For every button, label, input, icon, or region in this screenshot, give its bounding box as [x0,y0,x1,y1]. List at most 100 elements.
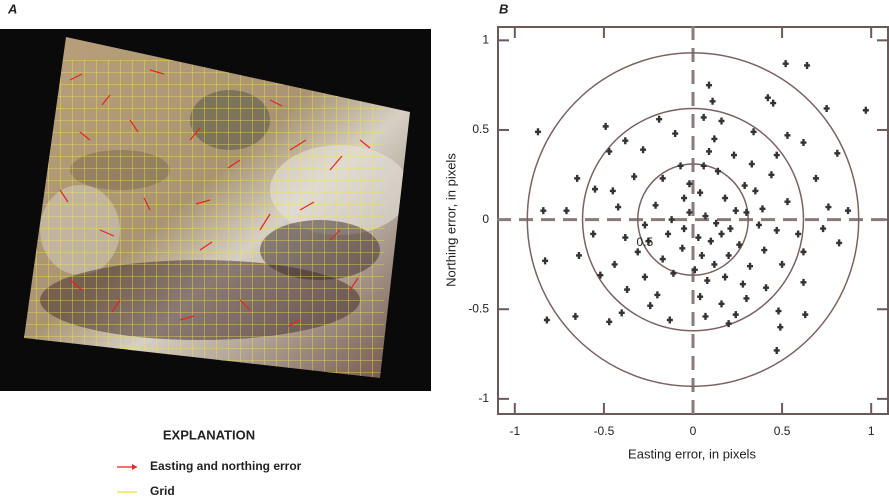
point [800,139,807,147]
point [718,300,725,308]
point [845,207,852,215]
y-tick-label: -1 [478,391,489,405]
point [672,130,679,138]
point [640,146,647,154]
point [540,207,547,215]
point [764,94,771,102]
x-tick-label: -1 [509,424,520,438]
legend-label: Easting and northing error [150,459,302,473]
point [804,61,811,69]
point [711,260,718,268]
point [702,212,709,220]
y-tick-label: 1 [482,33,489,47]
point [606,147,613,155]
point [747,262,754,270]
point [812,174,819,182]
point [691,266,698,274]
point [679,244,686,252]
point [652,201,659,209]
panel-label: A [7,1,17,16]
point [670,269,677,277]
point [641,273,648,281]
point [782,60,789,68]
point [741,182,748,190]
point [730,151,737,159]
point [743,208,750,216]
point [800,248,807,256]
point [615,203,622,211]
point [606,318,613,326]
panel-label: B [499,1,508,16]
error-circle [581,107,805,332]
point [681,225,688,233]
y-tick-label: 0.5 [472,122,489,136]
x-tick-label: -0.5 [594,424,615,438]
point [755,221,762,229]
point [686,208,693,216]
point [666,316,673,324]
error-circle [526,52,860,388]
point [590,230,597,238]
point [647,302,654,310]
point [773,226,780,234]
point [727,225,734,233]
point [739,280,746,288]
point [702,312,709,320]
point [543,316,550,324]
point [773,346,780,354]
point [722,273,729,281]
point [622,137,629,145]
point [602,122,609,130]
point [768,171,775,179]
legend-label: Grid [150,484,175,498]
point [862,106,869,114]
point [695,234,702,242]
point [711,135,718,143]
point [709,97,716,105]
point [836,239,843,247]
point [706,81,713,89]
legend-title: EXPLANATION [163,427,255,442]
satellite-image [0,29,431,391]
point [572,312,579,320]
point [668,216,675,224]
point [700,113,707,121]
point [697,293,704,301]
point [761,246,768,254]
point [752,187,759,195]
annotation: 0.5 [637,235,654,249]
error-circle [637,163,749,276]
point [704,277,711,285]
y-axis-title: Northing error, in pixels [443,153,458,287]
point [795,230,802,238]
point [665,230,672,238]
point [706,147,713,155]
point [763,284,770,292]
point [784,198,791,206]
y-tick-label: 0 [482,212,489,226]
x-tick-label: 0.5 [774,424,791,438]
point [743,294,750,302]
point [698,251,705,259]
point [659,174,666,182]
point [542,257,549,265]
point [802,311,809,319]
point [718,117,725,125]
point [825,203,832,211]
point [713,219,720,227]
point [725,251,732,259]
y-tick-label: -0.5 [468,301,489,315]
point [722,194,729,202]
point [697,189,704,197]
point [677,162,684,170]
point [624,286,631,294]
point [534,128,541,136]
point [563,207,570,215]
point [736,241,743,249]
point [654,291,661,299]
legend-arrowhead [132,464,137,470]
point [784,131,791,139]
point [823,104,830,112]
point [656,115,663,123]
